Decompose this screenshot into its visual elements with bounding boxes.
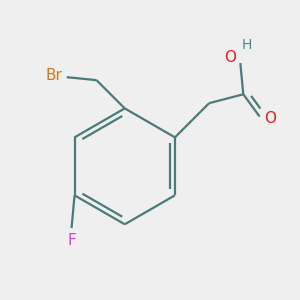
Text: H: H (242, 38, 252, 52)
Text: O: O (264, 110, 276, 125)
Text: O: O (224, 50, 236, 65)
Text: Br: Br (46, 68, 63, 83)
Text: F: F (67, 233, 76, 248)
